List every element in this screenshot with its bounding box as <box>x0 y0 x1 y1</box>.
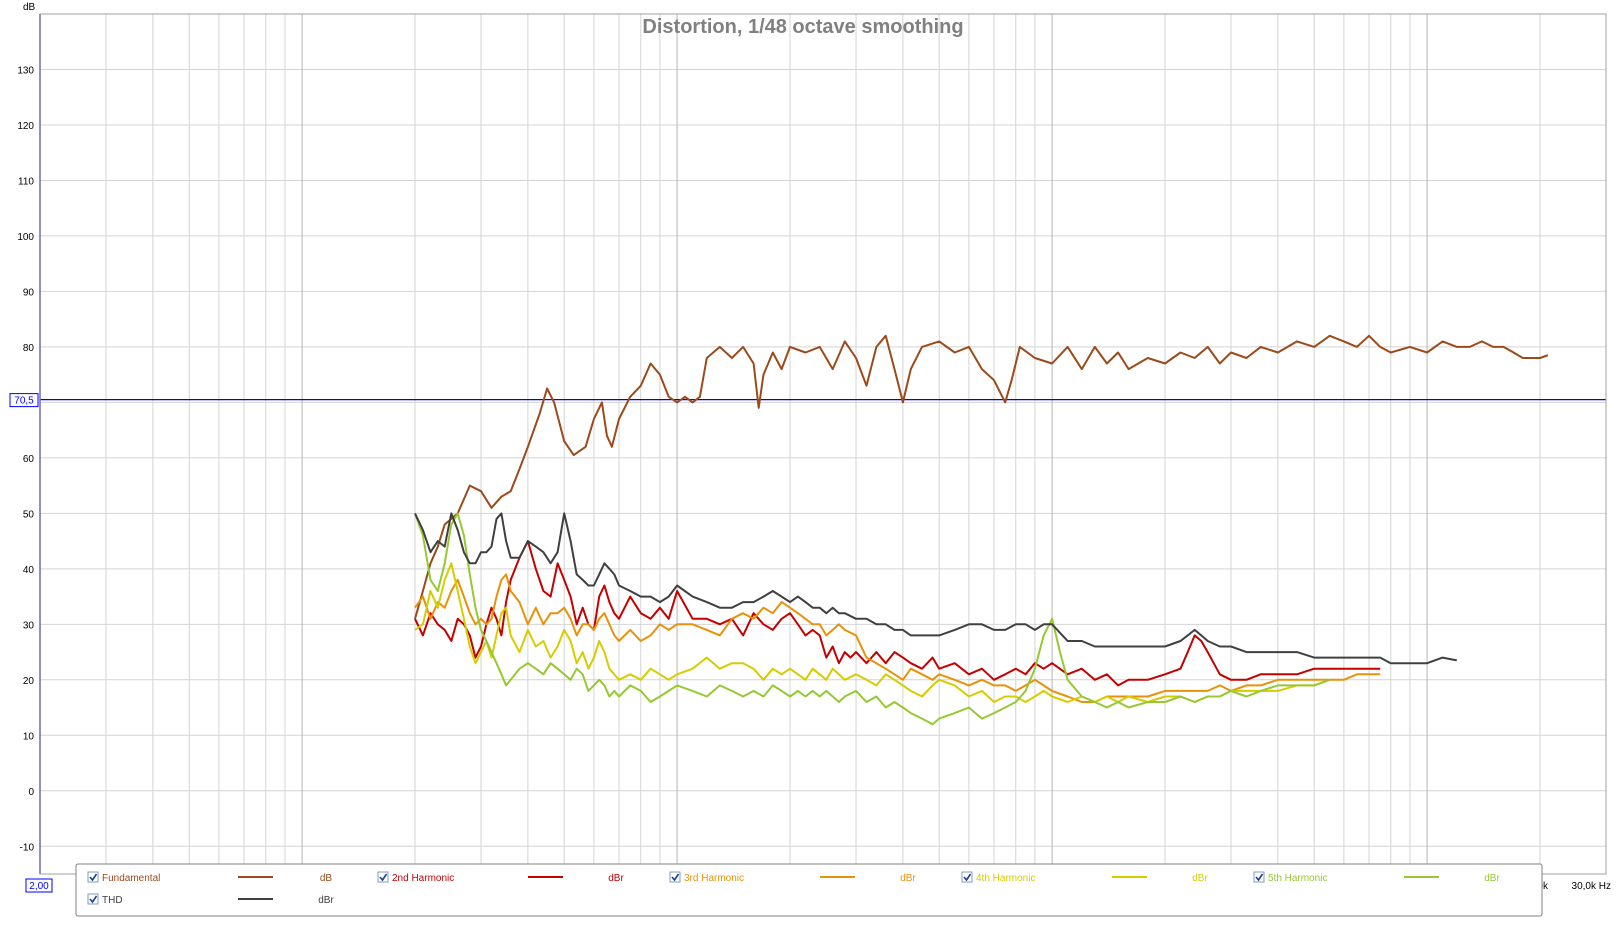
legend-series-name: 3rd Harmonic <box>684 873 744 884</box>
grid <box>40 14 1606 874</box>
checkmark-icon <box>379 873 388 882</box>
y-tick-label: 40 <box>23 565 35 576</box>
legend-unit: dBr <box>608 873 624 884</box>
legend-checkbox[interactable] <box>87 871 99 883</box>
checkmark-icon <box>89 895 98 904</box>
legend-item-thd[interactable]: THD dBr <box>87 893 334 906</box>
y-tick-label: 50 <box>23 509 35 520</box>
legend-item-4th-harmonic[interactable]: 4th Harmonic dBr <box>961 871 1208 884</box>
checkmark-icon <box>963 873 972 882</box>
y-tick-label: 0 <box>28 787 34 798</box>
cursor-value-label[interactable]: 70,5 <box>14 396 34 407</box>
y-tick-label: 100 <box>17 232 34 243</box>
legend-series-name: THD <box>102 895 123 906</box>
legend-item-3rd-harmonic[interactable]: 3rd Harmonic dBr <box>669 871 916 884</box>
legend-unit: dBr <box>1484 873 1500 884</box>
y-tick-label: -10 <box>20 842 35 853</box>
cursor-value-box[interactable] <box>9 393 39 408</box>
x-min-box[interactable] <box>25 878 53 893</box>
legend-series-name: 2nd Harmonic <box>392 873 454 884</box>
legend-box <box>75 863 1543 917</box>
y-tick-label: 130 <box>17 65 34 76</box>
series-group <box>414 334 1549 726</box>
checkmark-icon <box>89 873 98 882</box>
y-tick-label: 60 <box>23 454 35 465</box>
legend-item-fundamental[interactable]: Fundamental dB <box>87 871 333 884</box>
series-line-thd <box>414 512 1457 665</box>
x-min-label[interactable]: 2,00 <box>29 881 49 892</box>
checkmark-icon <box>671 873 680 882</box>
legend-unit: dB <box>320 873 333 884</box>
series-line-fundamental <box>414 334 1549 620</box>
series-line-3rd-harmonic <box>414 573 1381 703</box>
legend-checkbox[interactable] <box>669 871 681 883</box>
legend-checkbox[interactable] <box>961 871 973 883</box>
y-tick-label: 80 <box>23 343 35 354</box>
legend-checkbox[interactable] <box>87 893 99 905</box>
legend-unit: dBr <box>318 895 334 906</box>
cursor-label[interactable]: 70,5 <box>9 393 39 408</box>
y-tick-label: 10 <box>23 731 35 742</box>
legend-series-name: 5th Harmonic <box>1268 873 1327 884</box>
y-tick-label: 20 <box>23 676 35 687</box>
y-tick-label: 30 <box>23 620 35 631</box>
series-line-5th-harmonic <box>414 512 1331 726</box>
chart-title: Distortion, 1/48 octave smoothing <box>642 16 963 38</box>
legend: Fundamental dB 2nd Harmonic dBr 3rd Harmonic… <box>75 863 1543 917</box>
legend-series-name: Fundamental <box>102 873 160 884</box>
x-max-label: 30,0k Hz <box>1572 881 1611 892</box>
legend-unit: dBr <box>900 873 916 884</box>
checkmark-icon <box>1255 873 1264 882</box>
legend-checkbox[interactable] <box>377 871 389 883</box>
x-range-labels[interactable]: 2,00 30,0k Hz <box>25 878 1611 893</box>
legend-item-2nd-harmonic[interactable]: 2nd Harmonic dBr <box>377 871 624 884</box>
plot-background <box>40 14 1606 874</box>
y-tick-label: 120 <box>17 121 34 132</box>
y-tick-label: 110 <box>18 176 34 187</box>
legend-series-name: 4th Harmonic <box>976 873 1035 884</box>
legend-checkbox[interactable] <box>1253 871 1265 883</box>
legend-item-5th-harmonic[interactable]: 5th Harmonic dBr <box>1253 871 1500 884</box>
y-axis-label: dB <box>23 2 36 13</box>
legend-unit: dBr <box>1192 873 1208 884</box>
y-tick-label: 90 <box>23 287 35 298</box>
